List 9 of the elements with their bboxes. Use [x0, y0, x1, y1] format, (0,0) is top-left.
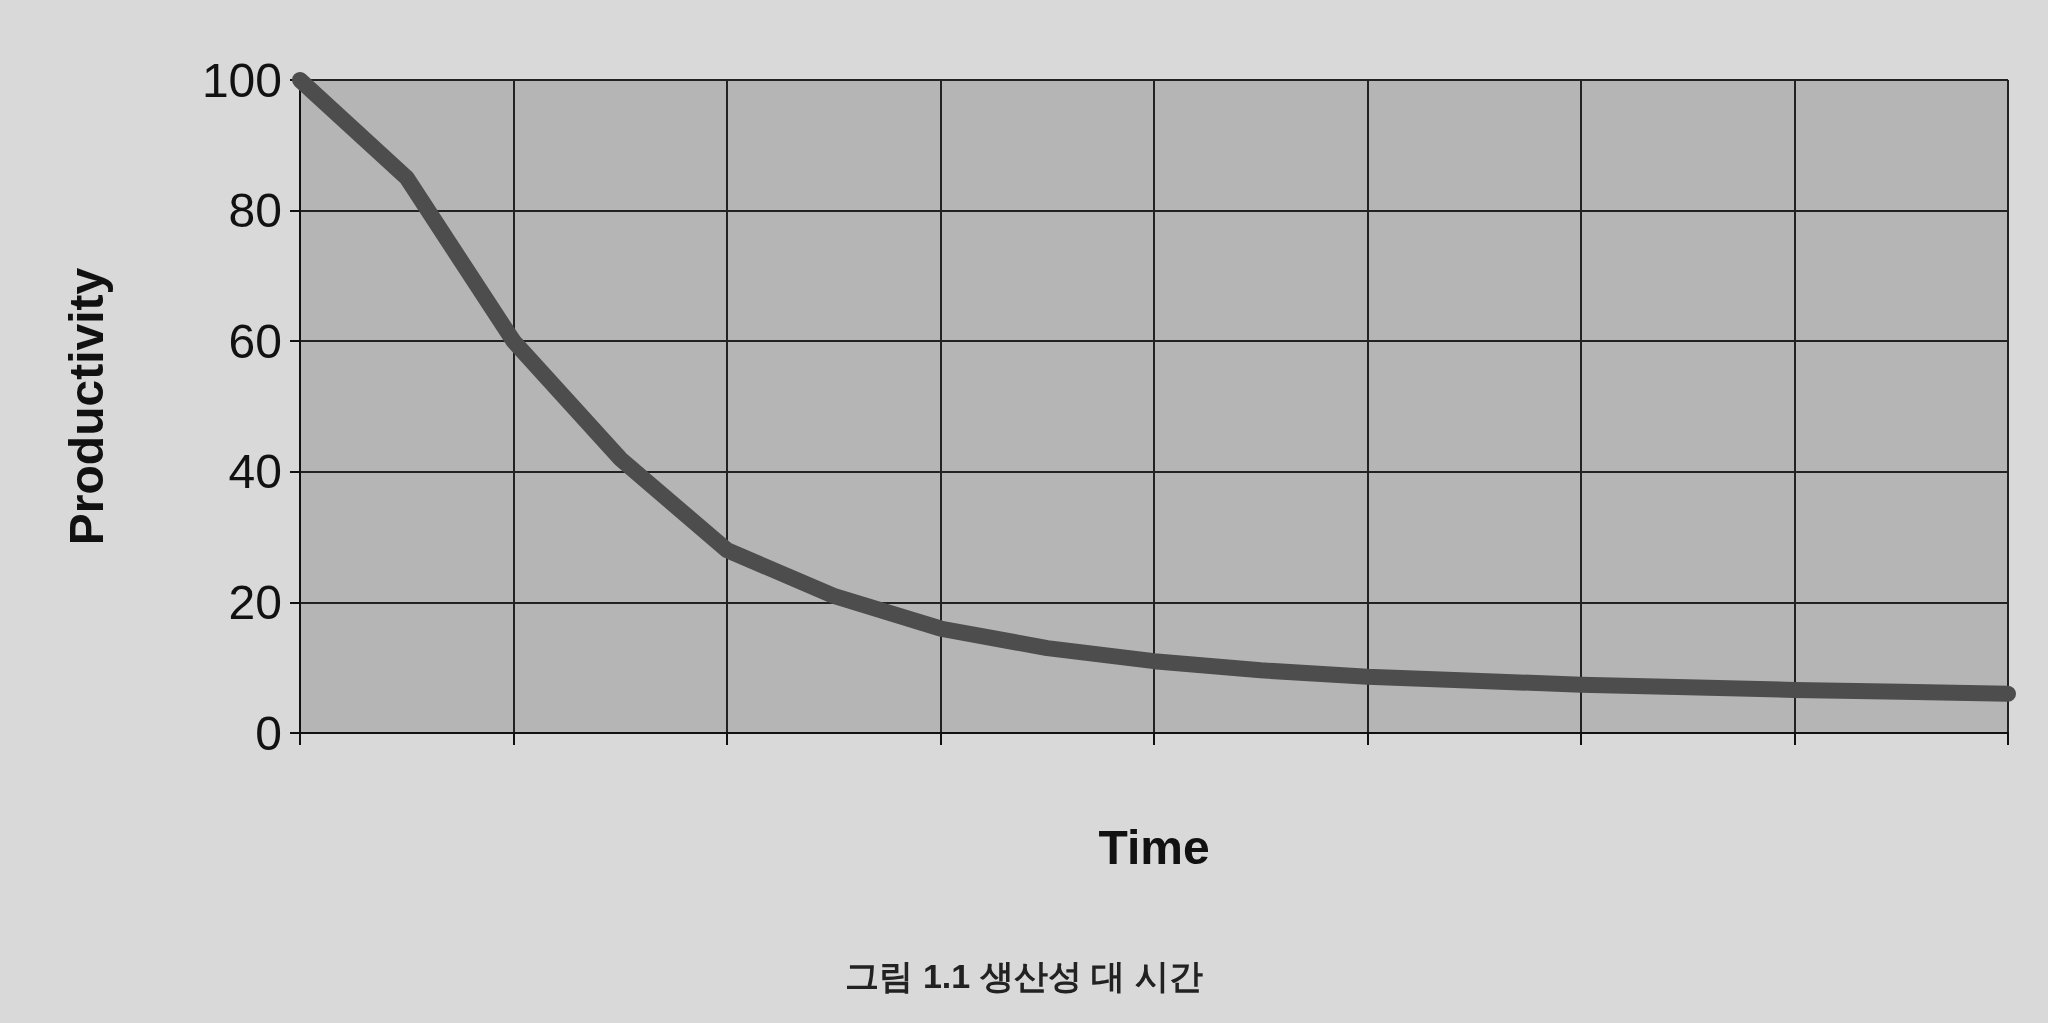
caption: 그림 1.1 생산성 대 시간: [845, 957, 1203, 995]
y-axis-title: Productivity: [59, 267, 113, 546]
y-tick-label: 40: [228, 445, 282, 499]
y-tick-label: 60: [228, 314, 282, 368]
y-tick-label: 20: [228, 575, 282, 629]
y-tick-label: 100: [201, 53, 282, 107]
y-tick-label: 80: [228, 184, 282, 238]
x-axis-title: Time: [1098, 820, 1210, 874]
y-tick-label: 0: [255, 706, 282, 760]
